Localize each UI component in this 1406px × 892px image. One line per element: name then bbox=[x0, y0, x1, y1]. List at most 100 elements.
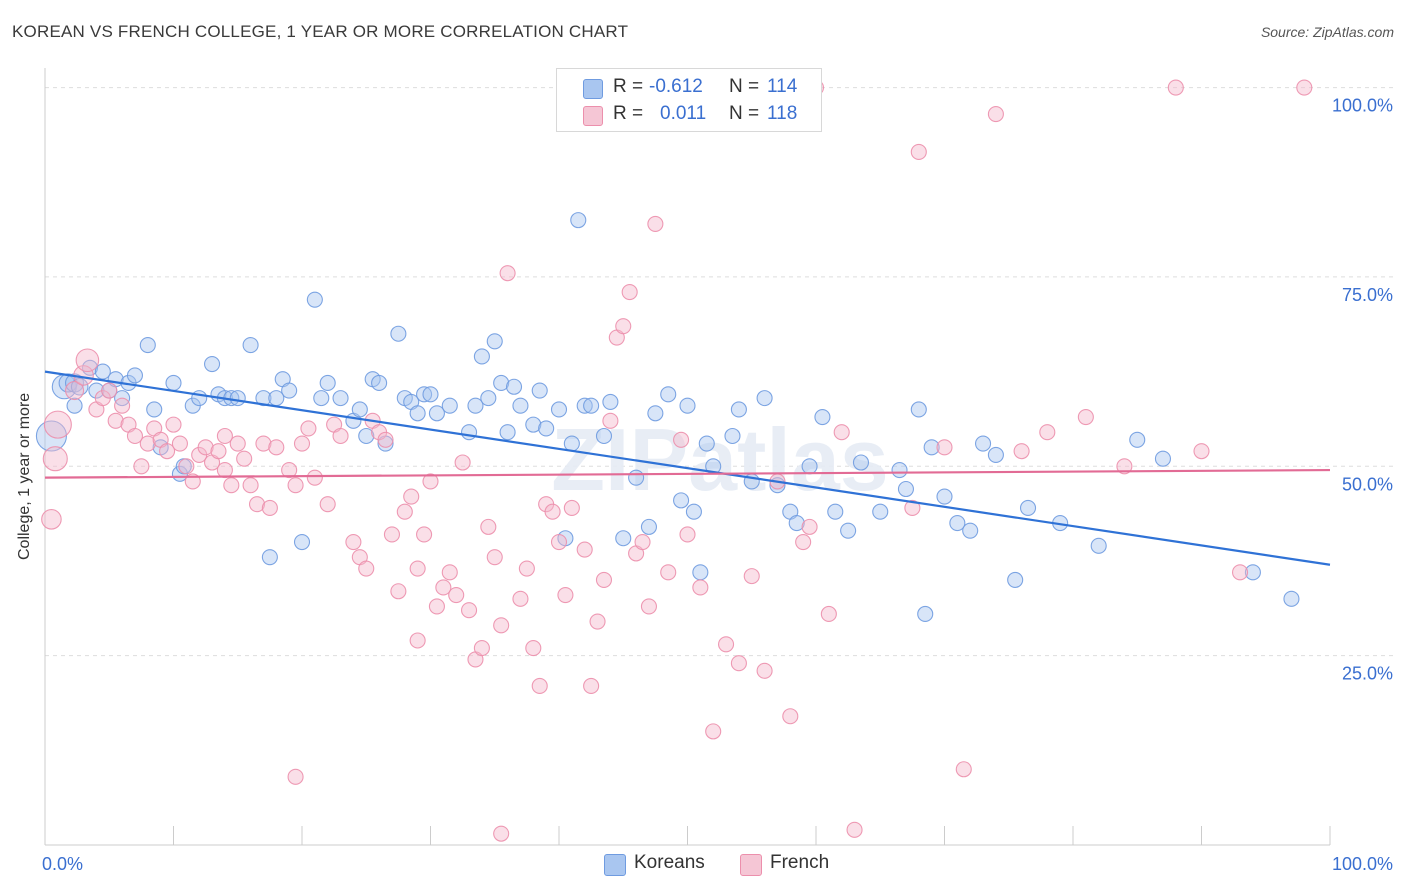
korean-point bbox=[756, 390, 773, 407]
french-point bbox=[1013, 443, 1030, 460]
korean-point bbox=[428, 405, 445, 422]
french-point bbox=[595, 571, 613, 588]
french-point bbox=[293, 435, 311, 452]
tick-labels: 25.0% 50.0% 75.0% 100.0% 0.0% 100.0% bbox=[42, 96, 1393, 874]
korean-point bbox=[788, 515, 805, 532]
korean-point bbox=[827, 503, 844, 520]
korean-points bbox=[35, 212, 1300, 623]
french-point bbox=[512, 590, 529, 607]
y-tick-label: 100.0% bbox=[1332, 96, 1393, 116]
r-label: R = bbox=[613, 103, 644, 124]
korean-point bbox=[268, 390, 285, 407]
french-point bbox=[242, 477, 259, 494]
french-point bbox=[377, 431, 394, 448]
french-point bbox=[114, 397, 131, 414]
korean-point bbox=[229, 390, 246, 407]
korean-point bbox=[261, 549, 278, 566]
french-point bbox=[248, 496, 266, 513]
x-tick-label: 100.0% bbox=[1332, 854, 1393, 874]
french-point bbox=[493, 617, 510, 634]
korean-point bbox=[724, 427, 741, 445]
french-point bbox=[448, 586, 465, 604]
korean-point bbox=[987, 446, 1004, 463]
korean-point bbox=[139, 337, 156, 354]
french-point bbox=[409, 632, 426, 649]
french-point bbox=[165, 416, 182, 433]
french-point bbox=[171, 435, 188, 452]
french-trend-line bbox=[44, 468, 1331, 479]
french-point bbox=[525, 640, 542, 657]
korean-point bbox=[660, 386, 677, 403]
korean-point bbox=[313, 390, 330, 407]
korean-point bbox=[692, 564, 709, 581]
korean-point bbox=[1019, 499, 1037, 516]
french-point bbox=[473, 640, 490, 657]
korean-point bbox=[685, 503, 702, 520]
french-point bbox=[409, 560, 426, 577]
korean-point bbox=[242, 337, 259, 354]
french-point bbox=[801, 518, 818, 535]
korean-point bbox=[306, 291, 323, 308]
french-point bbox=[544, 503, 561, 520]
french-point bbox=[107, 412, 124, 429]
korean-point bbox=[1090, 537, 1107, 554]
french-point bbox=[396, 503, 413, 520]
french-point bbox=[531, 677, 548, 694]
stats-legend: R = -0.612 N = 114 R = 0.011 N = 118 bbox=[556, 68, 822, 132]
korean-point bbox=[165, 374, 182, 392]
korean-point bbox=[332, 390, 349, 407]
french-point bbox=[101, 382, 118, 399]
korean-point bbox=[647, 405, 664, 422]
french-points bbox=[41, 79, 1313, 842]
french-point bbox=[583, 677, 600, 694]
french-point bbox=[422, 473, 439, 490]
korean-point bbox=[1007, 571, 1024, 588]
french-point bbox=[139, 435, 156, 452]
korean-point bbox=[480, 390, 497, 407]
y-tick-label: 50.0% bbox=[1342, 474, 1393, 494]
korean-point bbox=[550, 401, 568, 418]
french-point bbox=[904, 499, 921, 516]
french-point bbox=[229, 435, 246, 452]
french-point bbox=[795, 533, 812, 551]
french-point bbox=[268, 439, 285, 456]
grid-lines bbox=[45, 87, 1395, 657]
korean-point bbox=[1129, 431, 1146, 448]
korean-point bbox=[576, 397, 593, 414]
korean-point bbox=[499, 424, 516, 441]
r-label: R = bbox=[613, 76, 644, 97]
french-point bbox=[730, 655, 747, 672]
french-point bbox=[306, 469, 323, 486]
french-point bbox=[486, 549, 503, 566]
french-point bbox=[647, 215, 664, 232]
korean-point bbox=[897, 480, 915, 498]
french-point bbox=[126, 427, 143, 445]
korean-point bbox=[730, 401, 747, 418]
trend-lines bbox=[44, 370, 1331, 566]
french-point bbox=[634, 533, 651, 551]
french-point bbox=[640, 598, 658, 615]
n-value: 118 bbox=[767, 103, 798, 124]
french-point bbox=[705, 723, 722, 740]
french-point bbox=[178, 458, 195, 475]
korean-point bbox=[891, 462, 908, 479]
french-point bbox=[236, 450, 253, 467]
korean-point bbox=[852, 454, 870, 471]
french-point bbox=[1296, 79, 1313, 96]
french-point bbox=[1077, 409, 1094, 426]
korean-point bbox=[570, 212, 587, 229]
korean-point bbox=[962, 522, 979, 539]
korean-point bbox=[512, 397, 529, 414]
korean-point bbox=[531, 382, 548, 399]
french-point bbox=[936, 439, 953, 456]
french-point bbox=[390, 583, 407, 600]
french-point bbox=[41, 509, 62, 530]
french-point bbox=[820, 605, 837, 623]
french-point bbox=[910, 143, 927, 161]
n-value: 114 bbox=[767, 76, 798, 97]
korean-point bbox=[640, 518, 658, 535]
french-point bbox=[557, 586, 574, 604]
korean-swatch bbox=[583, 79, 603, 99]
legend-label: French bbox=[770, 852, 830, 873]
korean-point bbox=[673, 492, 690, 509]
